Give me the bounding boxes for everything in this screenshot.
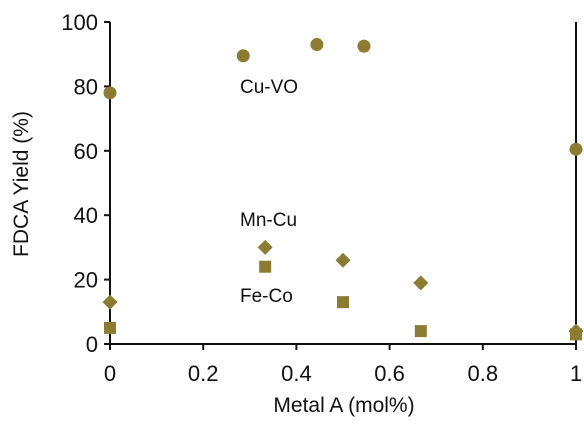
y-tick-label: 80 bbox=[74, 74, 98, 99]
square-marker bbox=[104, 321, 116, 334]
x-tick-label: 0.2 bbox=[188, 361, 219, 386]
series-annotation-mn-cu: Mn-Cu bbox=[240, 210, 297, 231]
plot-frame bbox=[109, 22, 577, 345]
x-tick-label: 1 bbox=[570, 361, 582, 386]
y-tick-label: 20 bbox=[74, 268, 98, 293]
diamond-marker bbox=[102, 294, 118, 310]
x-axis-ticks: 0 0.2 0.4 0.6 0.8 1 bbox=[104, 344, 582, 386]
square-marker bbox=[259, 260, 272, 273]
circle-marker bbox=[569, 142, 583, 156]
x-tick-label: 0 bbox=[104, 361, 116, 386]
series-annotation-cu-vo: Cu-VO bbox=[240, 77, 298, 98]
square-marker bbox=[570, 328, 582, 341]
circle-marker bbox=[236, 49, 250, 63]
circle-marker bbox=[310, 38, 324, 52]
x-axis-label: Metal A (mol%) bbox=[273, 394, 414, 417]
series-annotations: Cu-VO Mn-Cu Fe-Co bbox=[240, 77, 298, 307]
y-tick-label: 0 bbox=[86, 332, 98, 357]
y-tick-label: 60 bbox=[74, 139, 98, 164]
data-markers bbox=[102, 38, 584, 341]
square-marker bbox=[414, 325, 427, 338]
y-axis-label: FDCA Yield (%) bbox=[10, 111, 33, 257]
diamond-marker bbox=[257, 239, 273, 255]
circle-marker bbox=[103, 86, 117, 100]
diamond-marker bbox=[413, 275, 429, 291]
diamond-marker bbox=[335, 252, 351, 268]
x-tick-label: 0.6 bbox=[374, 361, 405, 386]
y-tick-label: 100 bbox=[61, 10, 98, 35]
square-marker bbox=[337, 296, 349, 309]
x-tick-label: 0.8 bbox=[468, 361, 499, 386]
circle-marker bbox=[357, 39, 371, 53]
y-tick-label: 40 bbox=[74, 203, 98, 228]
x-tick-label: 0.4 bbox=[281, 361, 312, 386]
y-axis-ticks: 0 20 40 60 80 100 bbox=[61, 10, 110, 357]
series-annotation-fe-co: Fe-Co bbox=[240, 286, 293, 307]
